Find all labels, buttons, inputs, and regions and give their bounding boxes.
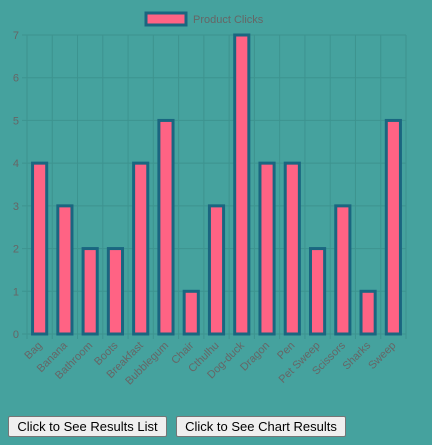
y-tick-label: 6: [13, 73, 19, 85]
bar: [31, 161, 49, 336]
x-tick-label: Sweep: [366, 340, 398, 372]
bar: [207, 204, 226, 336]
bar: [182, 289, 200, 336]
bar: [157, 118, 175, 336]
see-results-list-button[interactable]: Click to See Results List: [8, 416, 167, 437]
bar: [334, 204, 352, 336]
bar: [384, 118, 402, 336]
y-tick-label: 7: [13, 30, 19, 42]
bar: [283, 161, 301, 336]
bar: [258, 161, 276, 336]
see-chart-results-button[interactable]: Click to See Chart Results: [176, 416, 346, 437]
bar: [359, 289, 377, 336]
y-tick-label: 3: [13, 201, 19, 213]
legend-swatch: [144, 11, 188, 27]
y-tick-label: 4: [13, 158, 19, 170]
y-tick-label: 0: [13, 329, 19, 341]
x-tick-label: Sharks: [341, 339, 374, 372]
y-tick-label: 1: [13, 286, 19, 298]
bar: [106, 247, 125, 336]
bar: [132, 161, 150, 336]
y-tick-label: 5: [13, 115, 19, 127]
bar: [233, 33, 251, 336]
bar: [308, 247, 327, 336]
legend-label: Product Clicks: [193, 14, 264, 26]
bar: [56, 204, 74, 336]
product-clicks-chart: 01234567BagBananaBathroomBootsBreakfastB…: [13, 11, 407, 387]
bar: [81, 247, 99, 336]
y-tick-label: 2: [13, 244, 19, 256]
